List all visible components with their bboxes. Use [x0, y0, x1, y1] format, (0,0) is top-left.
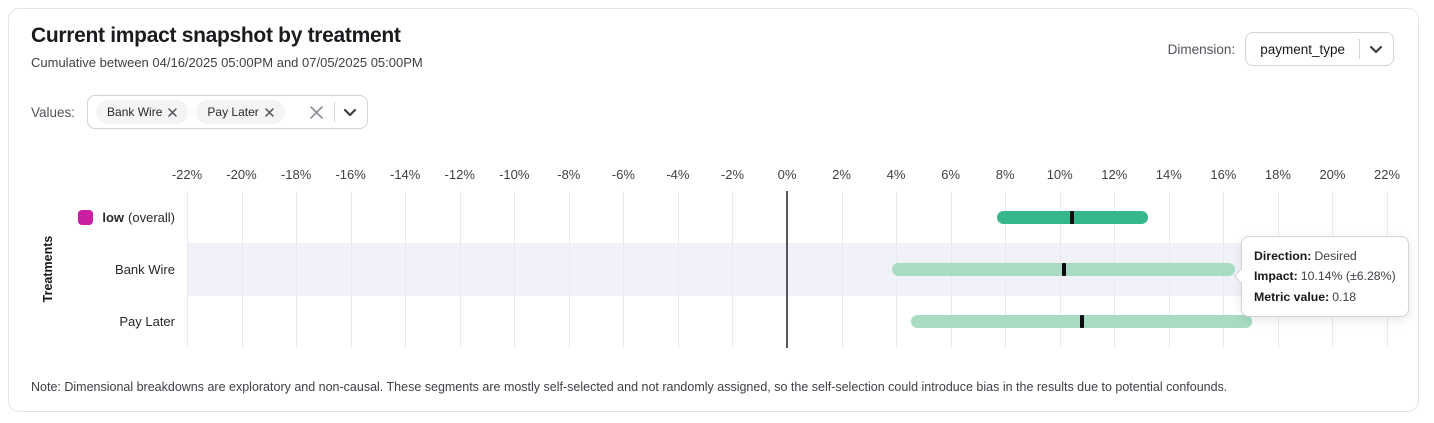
gridline	[405, 191, 407, 348]
tooltip-direction-value: Desired	[1314, 249, 1357, 263]
divider	[333, 102, 335, 122]
chip-label: Pay Later	[207, 105, 259, 119]
gridline	[732, 191, 734, 348]
x-axis-tick-label: 6%	[941, 167, 961, 182]
tooltip-impact-label: Impact:	[1254, 269, 1298, 284]
row-label-text: low	[102, 209, 125, 225]
x-axis-tick-label: -4%	[666, 167, 690, 182]
x-axis-tick-label: 10%	[1046, 167, 1073, 182]
impact-point-marker-pay-later	[1080, 315, 1085, 329]
values-multiselect[interactable]: Bank Wire Pay Later	[87, 95, 368, 129]
x-axis: -22% -20% -18% -16% -14% -12% -10% -8% -6% -4% -2%…	[172, 167, 1400, 183]
date-range-subtitle: Cumulative between 04/16/2025 05:00PM an…	[31, 55, 423, 70]
values-label: Values:	[31, 104, 76, 120]
tooltip-direction-label: Direction:	[1254, 249, 1312, 263]
dimension-selected-value: payment_type	[1260, 41, 1345, 57]
value-chip-pay-later[interactable]: Pay Later	[196, 100, 285, 124]
x-axis-tick-label: 18%	[1264, 167, 1291, 182]
chevron-down-icon[interactable]	[343, 108, 357, 117]
x-axis-tick-label: -16%	[335, 167, 366, 182]
remove-chip-icon[interactable]	[168, 107, 178, 117]
impact-snapshot-card: Current impact snapshot by treatment Cum…	[8, 8, 1419, 412]
gridline	[677, 191, 679, 348]
x-axis-tick-label: 16%	[1210, 167, 1237, 182]
impact-point-marker-low	[1070, 210, 1074, 224]
x-axis-tick-label: -6%	[611, 167, 635, 182]
row-label-bank-wire: Bank Wire	[115, 261, 175, 277]
impact-point-marker-bank-wire	[1061, 263, 1066, 276]
impact-chart: Treatments -22% -20% -18% -16% -14% -12% -10% -…	[9, 157, 1418, 361]
footnote: Note: Dimensional breakdowns are explora…	[31, 380, 1228, 394]
tooltip-impact-value: 10.14% (±6.28%)	[1300, 269, 1396, 284]
tooltip-impact-row: Impact: 10.14% (±6.28%)	[1254, 266, 1396, 286]
row-label-note: (overall)	[128, 209, 175, 225]
treatment-row-labels: low (overall) Bank Wire Pay Later	[9, 191, 175, 348]
x-axis-tick-label: 14%	[1155, 167, 1182, 182]
gridline	[568, 191, 570, 348]
gridline	[514, 191, 516, 348]
divider	[1359, 39, 1360, 59]
x-axis-tick-label: 0%	[777, 167, 797, 182]
page-title: Current impact snapshot by treatment	[31, 24, 401, 47]
clear-all-icon[interactable]	[309, 105, 324, 120]
variant-legend-swatch	[78, 209, 94, 225]
tooltip-metric-label: Metric value:	[1254, 289, 1330, 304]
gridline	[623, 191, 625, 348]
value-chip-bank-wire[interactable]: Bank Wire	[96, 100, 189, 124]
x-axis-tick-label: 12%	[1101, 167, 1128, 182]
gridline	[841, 191, 843, 348]
row-label-low: low (overall)	[9, 191, 175, 243]
x-axis-tick-label: 22%	[1373, 167, 1401, 182]
remove-chip-icon[interactable]	[265, 107, 274, 117]
row-label-pay-later: Pay Later	[119, 314, 175, 330]
x-axis-tick-label: -18%	[280, 167, 312, 182]
chevron-down-icon[interactable]	[1369, 45, 1383, 54]
x-axis-tick-label: 2%	[832, 167, 851, 182]
tooltip-metric-value: 0.18	[1332, 289, 1357, 304]
tooltip-direction-row: Direction: Desired	[1254, 246, 1396, 266]
gridline	[459, 191, 461, 348]
plot-area	[187, 191, 1388, 348]
x-axis-tick-label: -2%	[720, 167, 745, 182]
x-axis-tick-label: -20%	[226, 167, 257, 182]
chip-label: Bank Wire	[107, 105, 163, 119]
x-axis-tick-label: -22%	[171, 167, 203, 182]
gridline	[296, 191, 298, 348]
dimension-label: Dimension:	[1167, 41, 1236, 57]
x-axis-tick-label: 4%	[886, 167, 906, 182]
tooltip: Direction: Desired Impact: 10.14% (±6.28%)…	[1233, 236, 1409, 317]
x-axis-tick-label: -10%	[499, 167, 530, 182]
x-axis-tick-label: 8%	[995, 167, 1015, 182]
gridline	[241, 191, 243, 348]
x-axis-tick-label: -12%	[444, 167, 475, 182]
x-axis-tick-label: 20%	[1319, 167, 1346, 182]
gridline	[187, 191, 188, 348]
zero-baseline	[786, 191, 788, 348]
x-axis-tick-label: -8%	[557, 167, 581, 182]
gridline	[350, 191, 352, 348]
x-axis-tick-label: -14%	[389, 167, 421, 182]
tooltip-metric-row: Metric value: 0.18	[1254, 287, 1396, 307]
dimension-select[interactable]: payment_type	[1245, 32, 1394, 66]
